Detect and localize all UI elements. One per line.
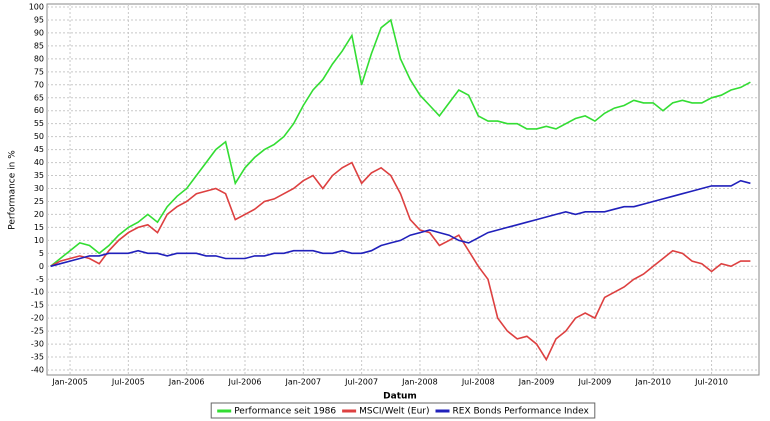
series-line: [50, 161, 751, 362]
y-tick-label: 50: [34, 132, 44, 141]
y-tick-label: -5: [36, 275, 44, 284]
y-tick-label: -25: [31, 327, 44, 336]
y-tick-label: 55: [34, 119, 44, 128]
y-tick-label: 20: [34, 210, 44, 219]
y-tick-label: 25: [34, 197, 44, 206]
y-tick-label: -35: [31, 353, 44, 362]
series-line: [50, 18, 751, 267]
y-tick-label: 95: [34, 15, 44, 24]
y-axis-label: Performance in %: [8, 150, 18, 230]
y-tick-label: -15: [31, 301, 44, 310]
y-tick-label: 90: [34, 28, 44, 37]
plot-frame: [46, 3, 760, 376]
y-tick-label: 80: [34, 54, 44, 63]
y-tick-label: -40: [31, 366, 44, 375]
y-tick-label: 30: [34, 184, 44, 193]
x-tick-label: Jan-2009: [518, 378, 555, 387]
legend-label: Performance seit 1986: [234, 407, 336, 417]
y-tick-label: 0: [39, 262, 44, 271]
y-tick-label: 65: [34, 93, 44, 102]
x-tick-label: Jul-2010: [694, 378, 728, 387]
y-tick-label: 85: [34, 41, 44, 50]
y-tick-label: 10: [34, 236, 44, 245]
y-tick-label: -20: [31, 314, 44, 323]
x-tick-label: Jan-2010: [634, 378, 671, 387]
y-tick-label: -10: [31, 288, 44, 297]
y-tick-label: 15: [34, 223, 44, 232]
y-tick-label: -30: [31, 340, 44, 349]
x-tick-label: Jul-2006: [228, 378, 262, 387]
x-tick-label: Jan-2006: [168, 378, 205, 387]
y-tick-label: 70: [34, 80, 44, 89]
y-tick-label: 5: [39, 249, 44, 258]
x-tick-label: Jan-2008: [401, 378, 438, 387]
y-tick-label: 40: [34, 158, 44, 167]
y-tick-label: 45: [34, 145, 44, 154]
y-tick-label: 60: [34, 106, 44, 115]
legend-box: [210, 402, 596, 419]
series-line: [50, 179, 751, 268]
legend-label: REX Bonds Performance Index: [453, 407, 590, 417]
y-tick-label: 100: [29, 3, 44, 12]
y-tick-label: 75: [34, 67, 44, 76]
x-tick-label: Jul-2009: [577, 378, 611, 387]
x-tick-label: Jan-2005: [51, 378, 88, 387]
x-tick-label: Jan-2007: [285, 378, 322, 387]
x-tick-label: Jul-2008: [461, 378, 495, 387]
y-tick-label: 35: [34, 171, 44, 180]
x-axis-label: Datum: [383, 392, 417, 402]
x-tick-label: Jul-2005: [111, 378, 145, 387]
x-tick-label: Jul-2007: [344, 378, 378, 387]
legend-label: MSCI/Welt (Eur): [359, 407, 429, 417]
